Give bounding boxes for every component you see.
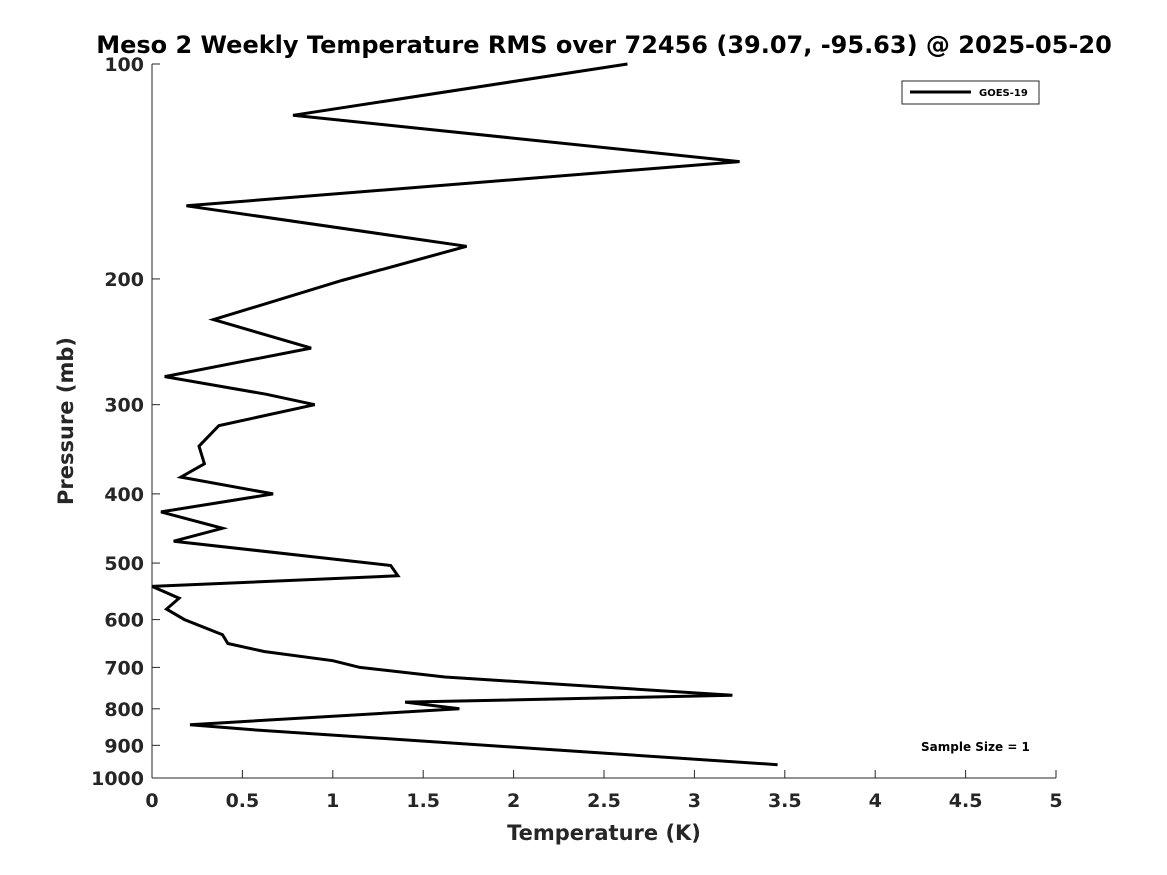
x-tick-label: 5 [1049, 790, 1062, 812]
series-line-goes-19 [151, 62, 778, 767]
x-tick-label: 2.5 [587, 790, 621, 812]
sample-size-annotation: Sample Size = 1 [921, 740, 1030, 754]
y-tick-label: 1000 [91, 768, 144, 790]
y-ticks: 100 200 300 400 500 600 700 800 900 1000 [91, 54, 160, 790]
y-tick-label: 200 [104, 269, 144, 291]
y-tick-label: 700 [104, 657, 144, 679]
y-tick-label: 100 [104, 54, 144, 76]
x-tick-label: 3.5 [768, 790, 802, 812]
y-tick-label: 500 [104, 553, 144, 575]
y-tick-label: 400 [104, 484, 144, 506]
x-tick-label: 4 [869, 790, 882, 812]
x-tick-label: 1 [326, 790, 339, 812]
x-tick-label: 4.5 [949, 790, 983, 812]
x-tick-label: 0 [145, 790, 158, 812]
x-ticks: 0 0.5 1 1.5 2 2.5 3 3.5 4 4.5 5 [145, 770, 1063, 812]
y-tick-label: 300 [104, 395, 144, 417]
series-layer [151, 62, 778, 767]
y-tick-label: 600 [104, 610, 144, 632]
chart-title: Meso 2 Weekly Temperature RMS over 72456… [96, 31, 1112, 59]
x-axis-label: Temperature (K) [507, 821, 701, 845]
x-tick-label: 3 [688, 790, 701, 812]
legend-entry-label: GOES-19 [979, 88, 1028, 99]
y-tick-label: 900 [104, 735, 144, 757]
x-tick-label: 0.5 [226, 790, 260, 812]
y-tick-label: 800 [104, 699, 144, 721]
legend: GOES-19 [901, 80, 1040, 105]
y-axis-label: Pressure (mb) [54, 337, 78, 505]
x-tick-label: 2 [507, 790, 520, 812]
x-tick-label: 1.5 [406, 790, 440, 812]
